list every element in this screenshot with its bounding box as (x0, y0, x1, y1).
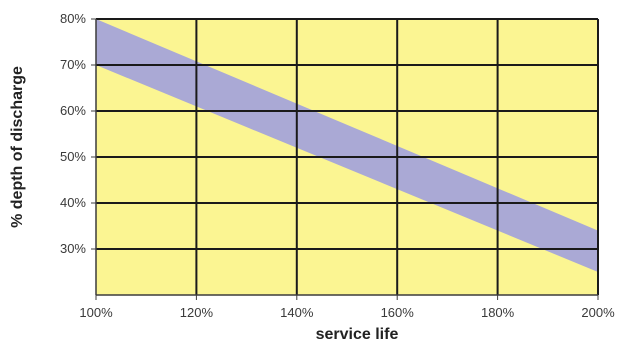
x-axis-title: service life (316, 326, 399, 343)
y-axis-title: % depth of discharge (9, 66, 26, 228)
y-tick-label: 50% (60, 149, 86, 164)
y-tick-label: 40% (60, 195, 86, 210)
x-tick-label: 180% (481, 305, 515, 320)
x-tick-label: 200% (581, 305, 615, 320)
axis-layer (91, 18, 599, 300)
y-tick-label: 30% (60, 241, 86, 256)
band-layer (96, 19, 598, 272)
x-tick-label: 100% (79, 305, 113, 320)
y-tick-label: 70% (60, 57, 86, 72)
y-tick-label: 60% (60, 103, 86, 118)
grid-layer (96, 18, 599, 295)
y-tick-label: 80% (60, 11, 86, 26)
x-tick-label: 160% (381, 305, 415, 320)
x-tick-label: 120% (180, 305, 214, 320)
x-tick-label: 140% (280, 305, 314, 320)
depth-of-discharge-band (96, 19, 598, 272)
tick-labels: 100% 120% 140% 160% 180% 200% 30% 40% 50% 60% 70% 8… (60, 11, 615, 320)
